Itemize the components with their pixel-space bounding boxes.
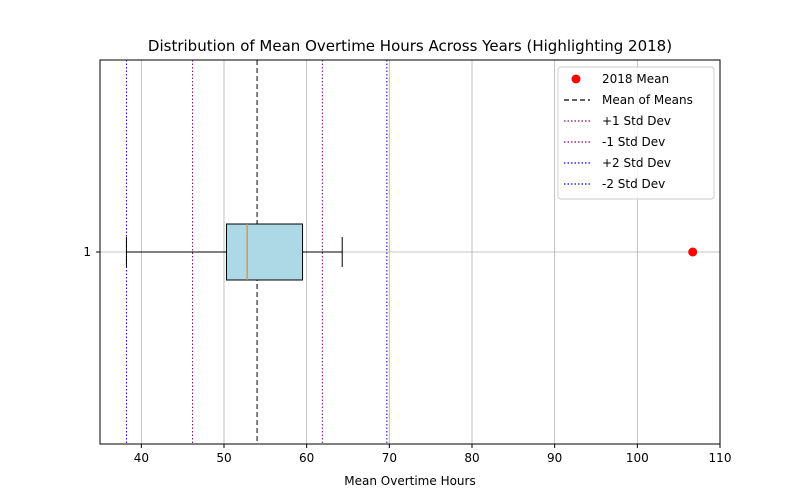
y-axis-ticks: 1 xyxy=(83,245,100,259)
highlight-points xyxy=(688,247,698,257)
y-tick-label: 1 xyxy=(83,245,91,259)
x-tick-label: 110 xyxy=(709,451,732,465)
legend-label: +1 Std Dev xyxy=(602,114,671,128)
legend: 2018 Mean Mean of Means +1 Std Dev -1 Std D… xyxy=(557,66,715,200)
box-iqr xyxy=(225,223,304,281)
legend-marker xyxy=(571,74,581,84)
x-axis-label: Mean Overtime Hours xyxy=(344,474,475,488)
x-tick-label: 100 xyxy=(626,451,649,465)
x-axis-ticks: 40 50 60 70 80 90 100 110 xyxy=(134,444,732,465)
x-tick-label: 40 xyxy=(134,451,149,465)
box-plot xyxy=(125,223,343,281)
legend-label: -2 Std Dev xyxy=(602,177,665,191)
legend-label: +2 Std Dev xyxy=(602,156,671,170)
legend-label: 2018 Mean xyxy=(602,72,669,86)
x-tick-label: 60 xyxy=(299,451,314,465)
legend-box xyxy=(557,66,715,200)
x-tick-label: 70 xyxy=(382,451,397,465)
chart-title: Distribution of Mean Overtime Hours Acro… xyxy=(148,37,672,55)
x-tick-label: 50 xyxy=(216,451,231,465)
legend-label: -1 Std Dev xyxy=(602,135,665,149)
x-tick-label: 90 xyxy=(547,451,562,465)
legend-label: Mean of Means xyxy=(602,93,693,107)
highlight-point-2018 xyxy=(688,247,698,257)
reference-lines xyxy=(125,60,388,444)
x-tick-label: 80 xyxy=(464,451,479,465)
